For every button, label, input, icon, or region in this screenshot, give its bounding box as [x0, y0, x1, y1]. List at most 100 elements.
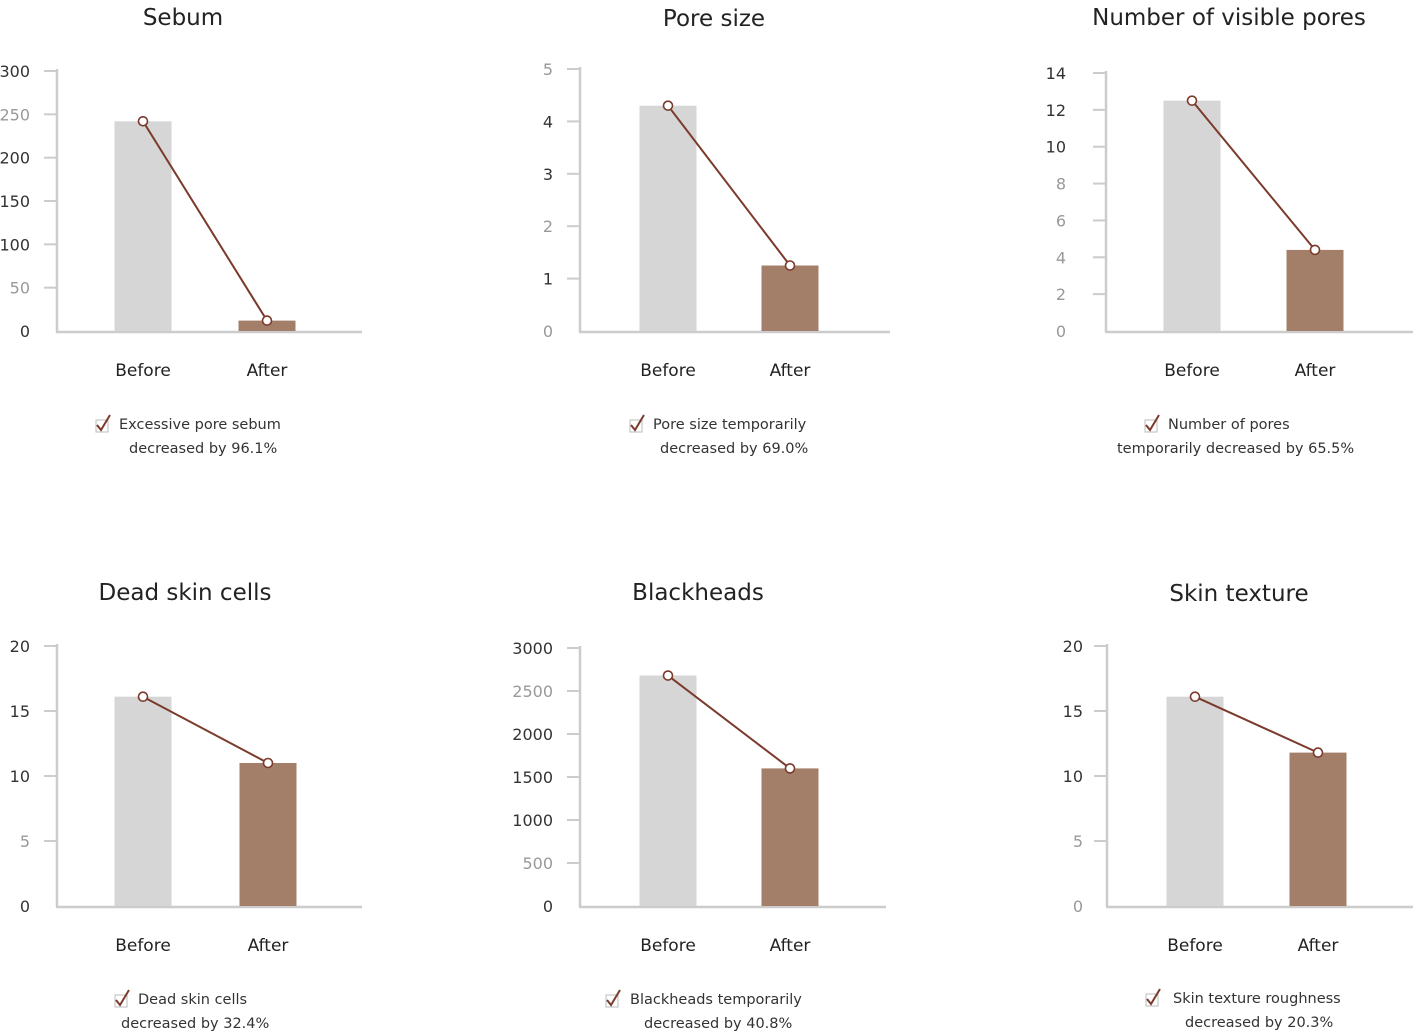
- x-tick-label: Before: [640, 936, 696, 956]
- data-point: [784, 763, 796, 774]
- y-tick-label: 5: [543, 60, 553, 79]
- y-tick-label: 0: [1056, 322, 1066, 341]
- y-tick-label: 2500: [512, 682, 553, 701]
- data-point: [137, 691, 149, 703]
- y-tick-label: 6: [1056, 211, 1066, 230]
- y-tick-label: 4: [543, 112, 553, 131]
- data-point: [262, 757, 274, 769]
- check-box: [95, 419, 109, 433]
- bar-after: [1289, 752, 1347, 906]
- check-mark: [606, 989, 621, 1007]
- chart-title: Pore size: [663, 6, 765, 32]
- x-tick-label: After: [247, 361, 288, 381]
- check-mark: [630, 414, 645, 432]
- chart-panel-2: Pore size 0 1 2 3 4 5 Before After Pore size temp…: [543, 6, 890, 457]
- y-tick-label: 3000: [512, 639, 553, 658]
- y-tick-label: 5: [1073, 832, 1083, 851]
- y-tick-label: 2000: [512, 725, 553, 744]
- y-tick-label: 0: [543, 897, 553, 916]
- data-point: [662, 100, 674, 111]
- y-tick-label: 0: [20, 322, 30, 341]
- x-tick-label: Before: [1167, 936, 1223, 956]
- trend-line: [1194, 695, 1319, 754]
- check-box: [1145, 993, 1159, 1007]
- x-tick-label: Before: [115, 936, 171, 956]
- check-icon: [1145, 988, 1161, 1007]
- y-tick-label: 1500: [512, 768, 553, 787]
- y-tick-label: 5: [20, 832, 30, 851]
- chart-panel-6: Skin texture 0 5 10 15 20 Before After Skin text…: [1063, 581, 1413, 1031]
- chart-panel-1: Sebum 0 50 100 150 200 250 300 Before After Excess…: [0, 5, 362, 457]
- bar-before: [639, 105, 697, 332]
- x-tick-label: After: [1298, 936, 1339, 956]
- y-tick-label: 3: [543, 165, 553, 184]
- data-point: [137, 115, 149, 127]
- y-tick-label: 0: [543, 322, 553, 341]
- caption-line-2: decreased by 96.1%: [129, 441, 277, 457]
- y-tick-label: 14: [1046, 64, 1066, 83]
- check-icon: [114, 989, 130, 1008]
- x-tick-label: Before: [115, 361, 171, 381]
- y-tick-label: 300: [0, 62, 30, 81]
- y-tick-label: 50: [10, 279, 30, 298]
- check-box: [114, 994, 128, 1008]
- chart-panel-5: Blackheads 0 500 1000 1500 2000 2500 3000 Before…: [512, 580, 886, 1032]
- trend-line: [667, 674, 791, 770]
- y-tick-label: 2: [1056, 285, 1066, 304]
- check-mark: [1145, 414, 1160, 432]
- caption-line-2: decreased by 20.3%: [1185, 1015, 1333, 1031]
- trend-line: [667, 105, 791, 267]
- chart-title: Number of visible pores: [1092, 5, 1366, 31]
- y-tick-label: 10: [10, 767, 30, 786]
- caption-line-2: decreased by 40.8%: [644, 1016, 792, 1032]
- caption-line-1: Skin texture roughness: [1173, 991, 1341, 1007]
- check-box: [629, 419, 643, 433]
- chart-panel-3: Number of visible pores 0 2 4 6 8 10 12 14 Before…: [1046, 5, 1413, 457]
- caption-line-1: Number of pores: [1168, 417, 1290, 433]
- y-tick-label: 10: [1046, 138, 1066, 157]
- data-point: [784, 260, 796, 271]
- bar-after: [239, 763, 297, 906]
- bar-before: [1163, 100, 1221, 332]
- y-tick-label: 200: [0, 149, 30, 168]
- y-tick-label: 12: [1046, 101, 1066, 120]
- y-tick-label: 1000: [512, 811, 553, 830]
- data-point: [662, 670, 674, 681]
- caption-line-2: decreased by 32.4%: [121, 1016, 269, 1032]
- y-tick-label: 2: [543, 217, 553, 236]
- x-tick-label: After: [1295, 361, 1336, 381]
- caption-line-2: decreased by 69.0%: [660, 441, 808, 457]
- y-tick-label: 8: [1056, 175, 1066, 194]
- y-tick-label: 0: [20, 897, 30, 916]
- bar-before: [114, 696, 172, 906]
- y-tick-label: 500: [522, 854, 553, 873]
- caption-line-1: Dead skin cells: [138, 992, 247, 1008]
- chart-panel-4: Dead skin cells 0 5 10 15 20 Before After Dead s…: [10, 580, 362, 1032]
- trend-line: [1191, 100, 1316, 251]
- y-tick-label: 20: [1063, 637, 1083, 656]
- y-tick-label: 100: [0, 235, 30, 254]
- caption-line-1: Blackheads temporarily: [630, 992, 802, 1008]
- trend-line: [142, 695, 269, 764]
- y-tick-label: 15: [10, 702, 30, 721]
- y-tick-label: 10: [1063, 767, 1083, 786]
- y-tick-label: 150: [0, 192, 30, 211]
- y-tick-label: 20: [10, 637, 30, 656]
- x-tick-label: After: [248, 936, 289, 956]
- bar-before: [114, 121, 172, 332]
- x-tick-label: Before: [640, 361, 696, 381]
- check-icon: [605, 989, 621, 1008]
- check-icon: [95, 414, 111, 433]
- check-box: [605, 994, 619, 1008]
- check-icon: [1144, 414, 1160, 433]
- y-tick-label: 0: [1073, 897, 1083, 916]
- check-icon: [629, 414, 645, 433]
- y-tick-label: 15: [1063, 702, 1083, 721]
- bar-after: [761, 768, 819, 906]
- data-point: [1186, 95, 1198, 106]
- caption-line-1: Pore size temporarily: [653, 417, 807, 433]
- caption-line-2: temporarily decreased by 65.5%: [1117, 441, 1354, 457]
- data-point: [1189, 691, 1201, 703]
- x-tick-label: After: [770, 361, 811, 381]
